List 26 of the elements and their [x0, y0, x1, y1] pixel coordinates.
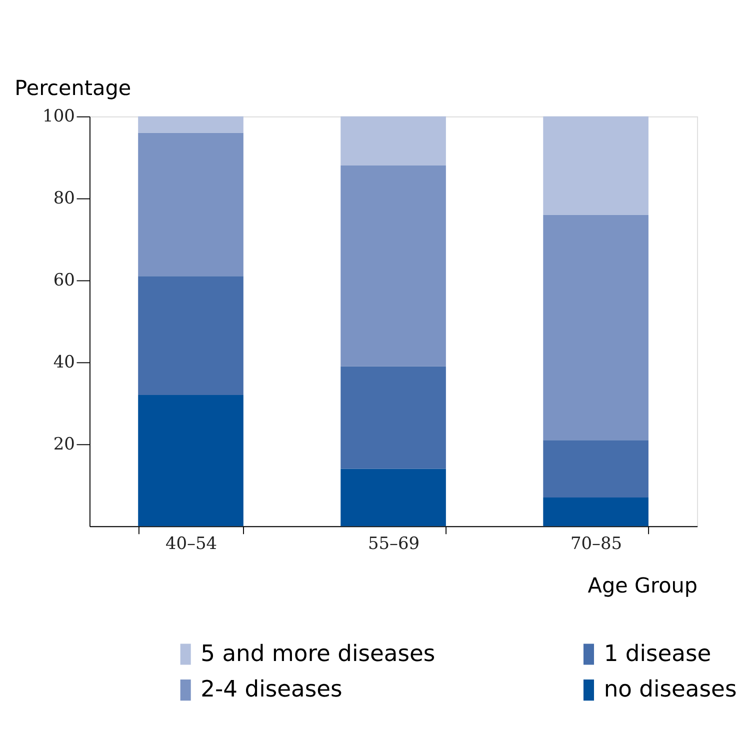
bar: [138, 132, 244, 276]
legend-label: 2-4 diseases: [200, 676, 342, 703]
y-axis-title: Percentage: [14, 76, 132, 100]
x-tick-label: 40–54: [165, 533, 218, 554]
bar: [340, 116, 446, 166]
bar: [340, 166, 446, 366]
bar: [138, 395, 244, 526]
bar: [543, 440, 648, 498]
bar: [340, 366, 446, 469]
y-tick-label: 60: [53, 269, 75, 290]
x-axis-title: Age Group: [588, 574, 698, 598]
legend-label: no diseases: [604, 676, 737, 703]
bar: [543, 214, 648, 440]
legend-label: 1 disease: [604, 640, 712, 667]
bar: [543, 116, 648, 215]
y-tick-label: 20: [53, 433, 75, 454]
bar: [543, 497, 648, 526]
y-tick-label: 40: [53, 351, 75, 372]
bar: [340, 468, 446, 526]
bar: [138, 276, 244, 396]
bar: [138, 116, 244, 133]
y-tick-label: 80: [53, 188, 75, 208]
y-tick-label: 100: [42, 106, 75, 126]
legend-label: 5 and more diseases: [200, 640, 436, 667]
x-tick-label: 55–69: [368, 533, 420, 554]
x-tick-label: 70–85: [570, 533, 622, 554]
